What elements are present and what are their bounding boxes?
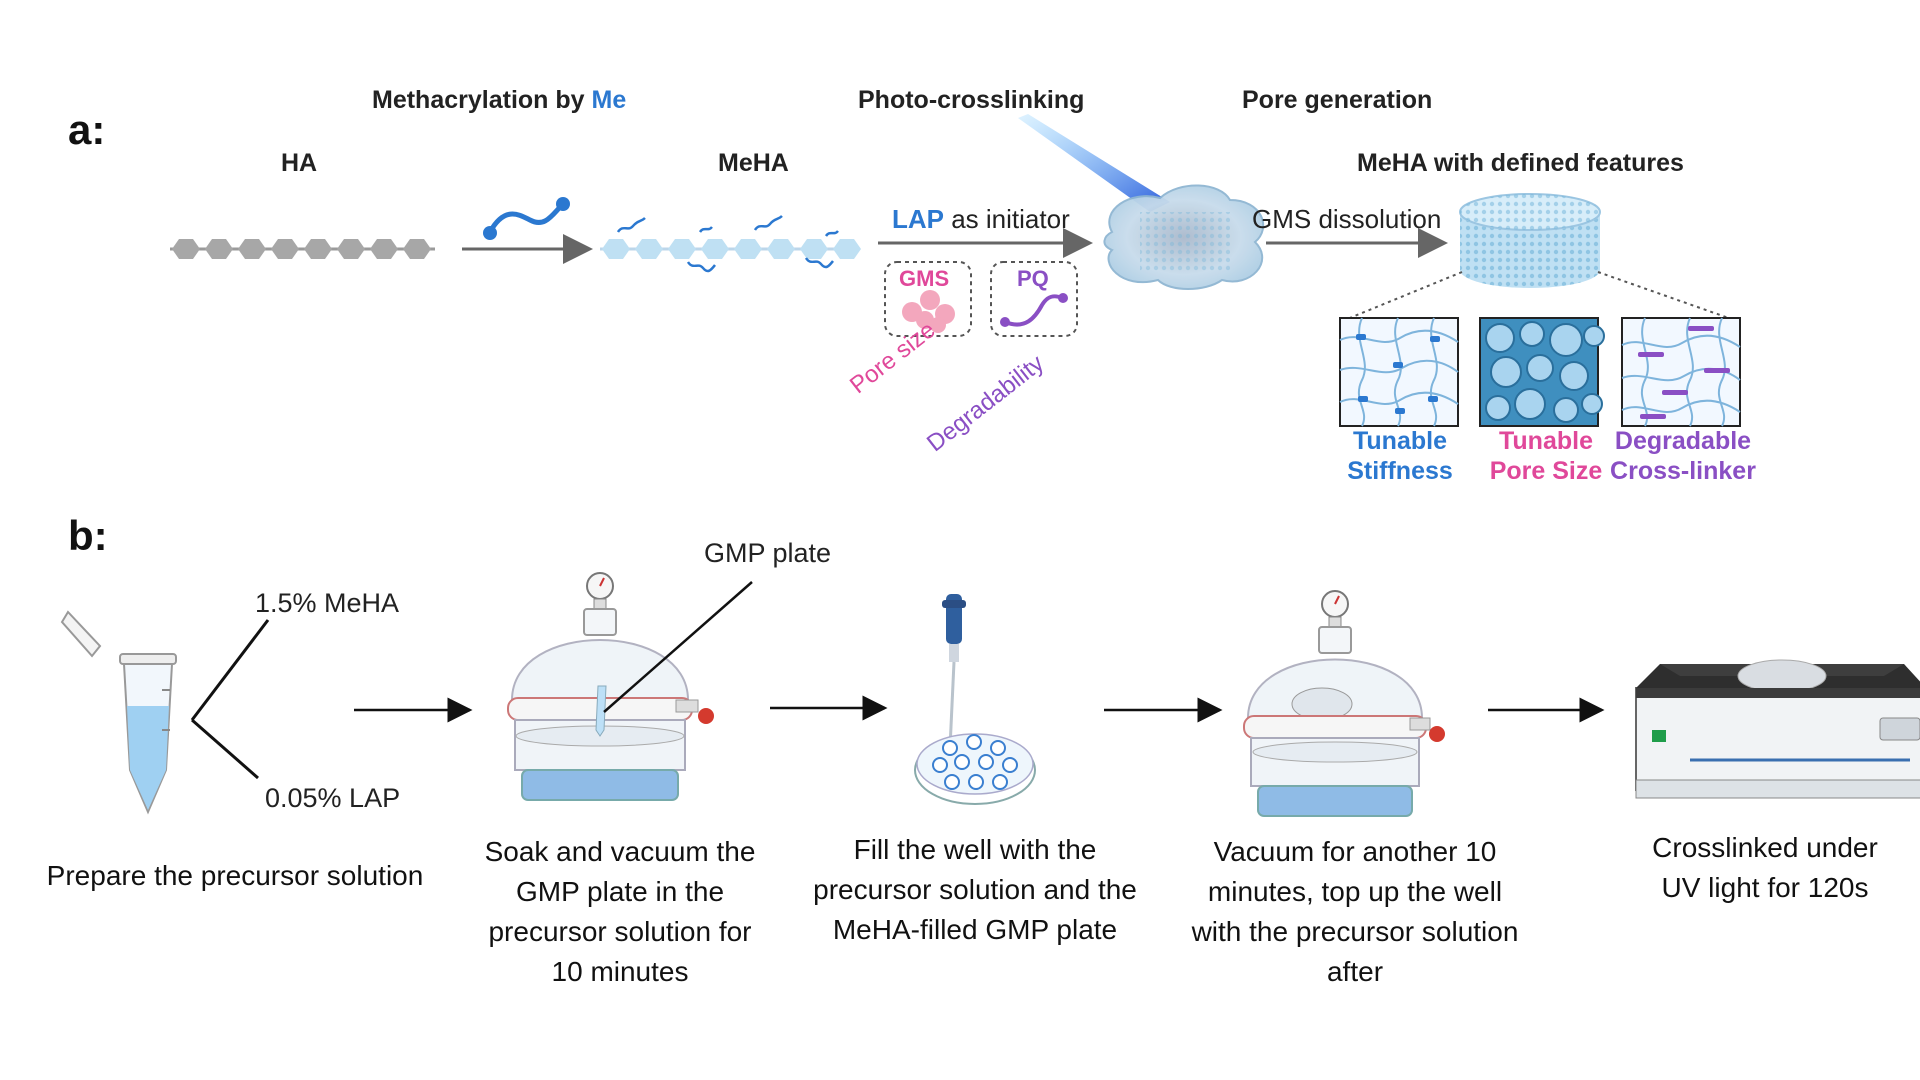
meha-chain — [600, 215, 861, 273]
me-text: Me — [591, 86, 627, 114]
step-5-text: Crosslinked under UV light for 120s — [1652, 832, 1878, 903]
pq-box — [990, 261, 1078, 337]
lap-word: LAP — [892, 204, 944, 234]
uv-beam — [1018, 114, 1170, 212]
pore-size-box — [1479, 317, 1605, 427]
pore-generation-heading: Pore generation — [1242, 86, 1433, 114]
methacrylate-reagent-icon — [483, 197, 570, 240]
split-line-lap — [191, 718, 259, 780]
methacrylation-heading: Methacrylation by Me — [372, 86, 626, 115]
vacuum-desiccator-2 — [1243, 590, 1445, 817]
vacuum-desiccator-1 — [507, 572, 714, 801]
pipette-icon — [942, 594, 966, 749]
gms-dissolution-label: GMS dissolution — [1252, 204, 1442, 234]
feature-stiffness-line1: Tunable — [1353, 427, 1447, 455]
lap-initiator-label: LAP as initiator — [892, 204, 1070, 235]
feature-stiffness: Tunable Stiffness — [1320, 426, 1480, 486]
pq-label: PQ — [1017, 266, 1049, 291]
split-line-meha — [190, 619, 270, 721]
step-4-text: Vacuum for another 10 minutes, top up th… — [1191, 836, 1519, 987]
ha-label: HA — [281, 149, 318, 177]
lap-rest: as initiator — [944, 204, 1070, 234]
microcentrifuge-tube-icon — [60, 610, 177, 815]
gmp-plate-label: GMP plate — [704, 538, 832, 568]
petri-dish-gmp-plate — [914, 733, 1036, 805]
feature-crosslinker: Degradable Cross-linker — [1598, 426, 1768, 486]
panel-a-label: a: — [68, 106, 106, 153]
zoom-line-right — [1597, 271, 1741, 323]
meha-concentration: 1.5% MeHA — [255, 588, 400, 618]
zoom-line-left — [1339, 271, 1463, 323]
step-1-text: Prepare the precursor solution — [46, 860, 424, 891]
gms-label: GMS — [899, 266, 950, 291]
step-3-text: Fill the well with the precursor solutio… — [813, 834, 1137, 945]
feature-stiffness-line2: Stiffness — [1347, 457, 1453, 485]
feature-pore-line2: Pore Size — [1489, 457, 1603, 485]
hydrogel-blob — [1103, 184, 1265, 290]
photo-crosslinking-heading: Photo-crosslinking — [858, 86, 1085, 114]
step-2-text: Soak and vacuum the GMP plate in the pre… — [484, 836, 756, 987]
meha-defined-label: MeHA with defined features — [1357, 149, 1684, 177]
porous-hydrogel-disc — [1459, 193, 1601, 288]
feature-crosslinker-line1: Degradable — [1614, 427, 1752, 455]
ha-chain — [170, 239, 435, 259]
meha-label: MeHA — [718, 149, 789, 177]
lap-concentration: 0.05% LAP — [265, 783, 401, 813]
feature-pore-size: Tunable Pore Size — [1466, 426, 1626, 486]
panel-b-label: b: — [68, 512, 108, 559]
gmp-plate-pointer — [603, 581, 753, 713]
feature-crosslinker-line2: Cross-linker — [1610, 457, 1756, 485]
methacrylation-text: Methacrylation by — [372, 86, 592, 114]
gms-box — [884, 261, 972, 337]
degradable-crosslinker-box — [1621, 317, 1741, 427]
stiffness-network-box — [1339, 317, 1459, 427]
feature-pore-line1: Tunable — [1499, 427, 1593, 455]
uv-crosslinker-icon — [1635, 659, 1920, 799]
